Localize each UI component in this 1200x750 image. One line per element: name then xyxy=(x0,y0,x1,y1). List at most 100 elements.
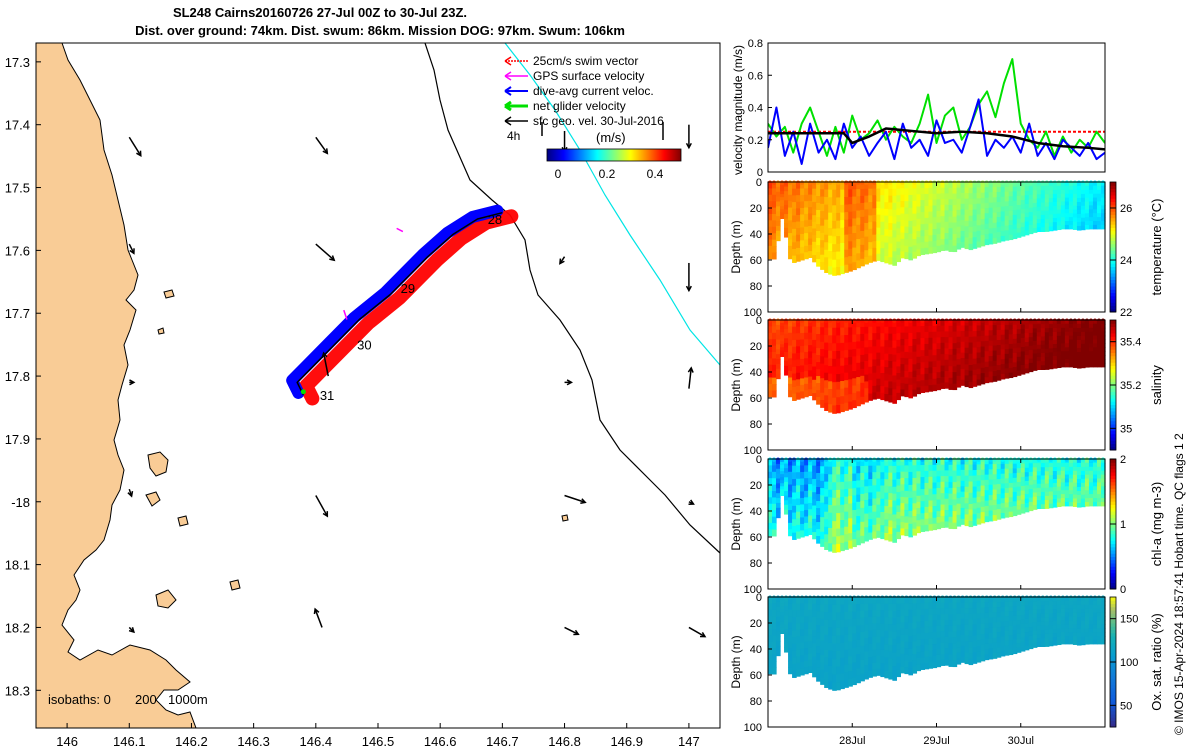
section-cell xyxy=(884,532,889,541)
section-cell xyxy=(796,616,801,624)
section-cell xyxy=(960,607,966,614)
section-cell xyxy=(1080,624,1086,630)
section-cell xyxy=(1056,323,1062,329)
surface-sample xyxy=(827,318,833,323)
swim-vectors-band xyxy=(299,209,519,406)
section-cell xyxy=(888,499,893,508)
section-cell xyxy=(1080,331,1086,337)
section-cell xyxy=(1036,496,1042,501)
section-cell xyxy=(1064,347,1070,352)
colorbar-tick-label: 2 xyxy=(1120,454,1126,466)
colorbar-swatch xyxy=(1110,414,1116,418)
section-cell xyxy=(984,479,990,486)
section-cell xyxy=(1044,223,1050,228)
section-cell xyxy=(868,617,873,625)
section-cell xyxy=(972,209,978,216)
section-cell xyxy=(1060,608,1066,614)
section-cell xyxy=(1084,628,1090,633)
surface-sample xyxy=(896,457,901,462)
section-cell xyxy=(844,264,849,273)
section-cell xyxy=(784,324,789,330)
surface-sample xyxy=(1084,318,1090,323)
section-cell xyxy=(880,465,885,473)
section-cell xyxy=(880,603,885,611)
colorbar-swatch xyxy=(1110,723,1116,728)
section-cell xyxy=(1088,624,1094,629)
section-cell xyxy=(792,519,797,527)
section-cell xyxy=(828,481,833,491)
section-cell xyxy=(1048,503,1054,509)
coastline-land xyxy=(36,43,197,728)
section-cell xyxy=(884,242,889,250)
section-cell xyxy=(968,625,974,632)
section-cell xyxy=(900,376,906,384)
section-cell xyxy=(768,471,773,479)
section-cell xyxy=(852,626,857,635)
section-cell xyxy=(1000,478,1006,485)
section-cell xyxy=(856,334,861,343)
section-cell xyxy=(872,228,877,236)
section-cell xyxy=(1000,463,1006,470)
section-cell xyxy=(832,189,837,199)
section-cell xyxy=(944,498,950,505)
section-cell xyxy=(1052,487,1058,492)
section-cell xyxy=(792,326,797,334)
speed-colorbar-label: (m/s) xyxy=(596,130,626,145)
section-cell xyxy=(780,606,785,610)
section-cell xyxy=(996,232,1002,238)
section-cell xyxy=(820,225,825,234)
section-cell xyxy=(1096,616,1102,621)
section-cell xyxy=(1020,351,1026,357)
surface-sample xyxy=(876,180,881,185)
surface-sample xyxy=(908,595,913,600)
surface-sample xyxy=(803,595,809,600)
section-cell xyxy=(908,655,914,663)
colorbar-swatch xyxy=(1110,626,1116,630)
section-cell xyxy=(916,477,922,485)
section-cell xyxy=(920,182,926,189)
section-cell xyxy=(984,628,990,635)
section-cell xyxy=(976,656,982,663)
section-cell xyxy=(976,640,982,647)
colorbar-swatch xyxy=(1110,507,1116,512)
section-cell xyxy=(904,635,910,643)
section-cell xyxy=(824,350,829,359)
section-cell xyxy=(844,380,849,389)
section-cell xyxy=(876,352,881,360)
section-cell xyxy=(1012,473,1018,479)
colorbar-swatch xyxy=(1110,478,1116,483)
surface-sample xyxy=(1068,457,1074,462)
colorbar-label: chl-a (mg m-3) xyxy=(1149,482,1164,567)
surface-sample xyxy=(860,457,865,462)
section-cell xyxy=(1076,185,1082,191)
section-cell xyxy=(1084,221,1090,226)
surface-sample xyxy=(856,180,861,185)
sfc-geo-arrow xyxy=(127,488,134,498)
section-cell xyxy=(904,252,910,260)
section-cell xyxy=(1056,632,1062,638)
section-cell xyxy=(1000,498,1006,504)
section-cell xyxy=(964,464,970,471)
surface-sample xyxy=(920,595,925,600)
section-cell xyxy=(1016,647,1022,653)
sfc-geo-arrow-shaft xyxy=(315,136,328,154)
section-cell xyxy=(960,502,966,509)
section-cell xyxy=(852,327,857,336)
section-cell xyxy=(928,182,934,189)
section-cell xyxy=(944,625,950,632)
section-cell xyxy=(812,208,817,216)
section-cell xyxy=(944,233,950,240)
section-cell xyxy=(1000,641,1006,647)
section-cell xyxy=(928,494,934,502)
section-cell xyxy=(1020,328,1026,335)
section-cell xyxy=(892,209,897,218)
surface-sample xyxy=(912,457,917,462)
colorbar-swatch xyxy=(1110,566,1116,570)
section-cell xyxy=(944,597,950,604)
section-cell xyxy=(1084,502,1090,507)
section-cell xyxy=(928,349,934,357)
section-cell xyxy=(832,659,837,668)
section-cell xyxy=(820,254,825,263)
section-cell xyxy=(1020,499,1026,505)
section-cell xyxy=(972,646,978,653)
